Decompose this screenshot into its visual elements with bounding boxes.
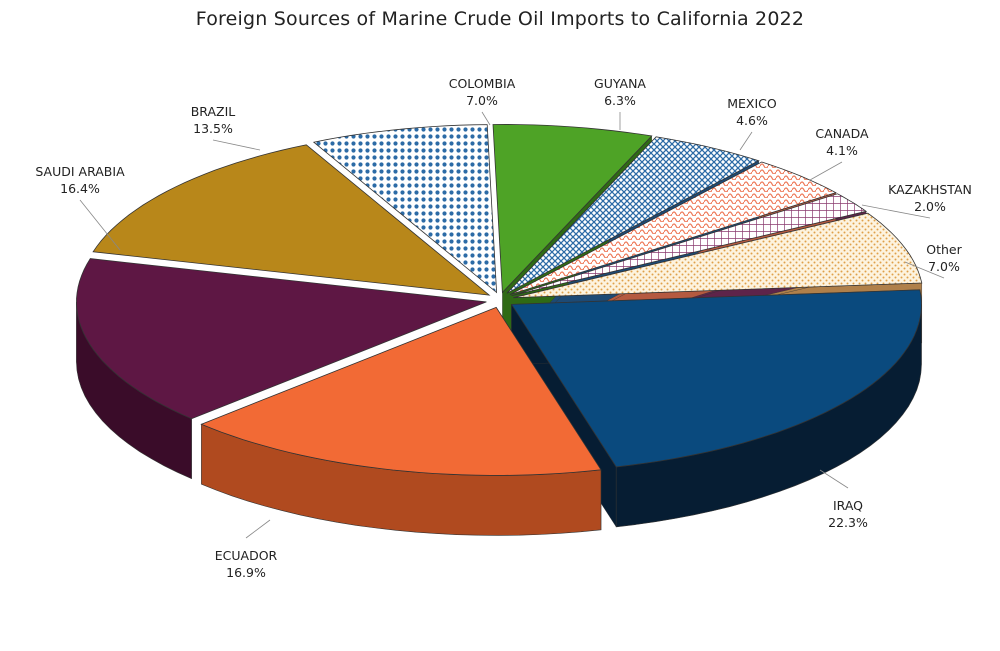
leader-line-ecuador [245, 519, 271, 539]
leader-line-canada [809, 161, 843, 181]
pie-slice-other [513, 212, 923, 299]
pie-slice-brazil [92, 144, 491, 296]
leader-line-colombia [481, 111, 491, 126]
slice-value-iraq: 22.3% [828, 515, 868, 530]
pie-slice-colombia [312, 124, 498, 294]
leader-line-mexico [739, 131, 753, 151]
chart-title: Foreign Sources of Marine Crude Oil Impo… [195, 8, 805, 30]
slice-label-brazil: BRAZIL [191, 104, 236, 119]
leader-line-iraq [819, 469, 849, 489]
slice-value-mexico: 4.6% [736, 113, 768, 128]
slice-label-saudi-arabia: SAUDI ARABIA [35, 164, 125, 179]
pie-slice-kazakhstan [511, 193, 868, 297]
pie-slice-mexico [506, 136, 760, 294]
pie-slice-saudi-arabia [76, 258, 487, 420]
slice-label-iraq: IRAQ [833, 498, 863, 513]
slice-value-ecuador: 16.9% [226, 565, 266, 580]
pie-slice-ecuador [200, 306, 602, 476]
slice-value-saudi-arabia: 16.4% [60, 181, 100, 196]
pie-slice-iraq [510, 289, 922, 468]
pie-slice-guyana [492, 123, 653, 294]
slice-label-guyana: GUYANA [594, 76, 646, 91]
slice-value-kazakhstan: 2.0% [914, 199, 946, 214]
slice-label-ecuador: ECUADOR [215, 548, 278, 563]
leader-line-kazakhstan [861, 204, 931, 219]
slice-value-other: 7.0% [928, 259, 960, 274]
slice-value-canada: 4.1% [826, 143, 858, 158]
slice-label-canada: CANADA [815, 126, 869, 141]
pie-tops [76, 123, 923, 476]
leader-line-other [904, 261, 945, 279]
leader-line-saudi-arabia [79, 199, 121, 251]
slice-value-guyana: 6.3% [604, 93, 636, 108]
pie-leaders [79, 111, 945, 539]
pie-slice-canada [509, 161, 837, 295]
slice-label-other: Other [926, 242, 962, 257]
slice-value-brazil: 13.5% [193, 121, 233, 136]
pie-labels: IRAQ 22.3% ECUADOR 16.9% SAUDI ARABIA 16.4% BR… [35, 76, 972, 580]
slice-label-mexico: MEXICO [727, 96, 777, 111]
leader-line-brazil [212, 139, 261, 151]
slice-value-colombia: 7.0% [466, 93, 498, 108]
slice-label-colombia: COLOMBIA [449, 76, 516, 91]
slice-label-kazakhstan: KAZAKHSTAN [888, 182, 972, 197]
